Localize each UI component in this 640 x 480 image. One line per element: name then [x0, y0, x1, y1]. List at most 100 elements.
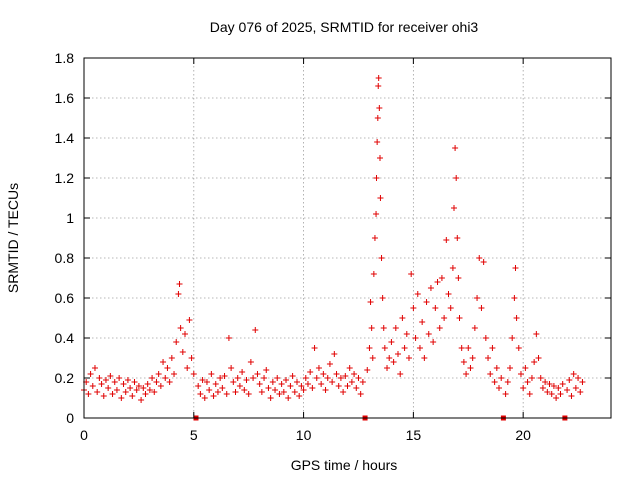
data-point: [414, 291, 421, 297]
data-point: [465, 345, 472, 351]
data-point: [149, 375, 156, 381]
data-point: [221, 373, 228, 379]
y-tick-label: 1.8: [55, 50, 75, 66]
data-point: [320, 371, 327, 377]
data-point: [436, 325, 443, 331]
data-point: [447, 305, 454, 311]
data-point: [493, 365, 500, 371]
data-point: [351, 371, 358, 377]
data-point: [348, 379, 355, 385]
data-point: [453, 175, 460, 181]
data-point: [230, 379, 237, 385]
data-point: [469, 355, 476, 361]
data-point: [315, 365, 322, 371]
data-point: [410, 305, 417, 311]
data-point: [471, 325, 478, 331]
data-point: [291, 389, 298, 395]
data-point: [373, 211, 380, 217]
data-point: [329, 379, 336, 385]
x-tick-label: 15: [406, 427, 422, 443]
data-point: [526, 391, 533, 397]
data-point: [449, 265, 456, 271]
data-point: [309, 385, 316, 391]
data-point: [374, 115, 381, 121]
data-point: [378, 255, 385, 261]
data-point: [278, 381, 285, 387]
data-point: [575, 375, 582, 381]
data-point: [452, 145, 459, 151]
data-point: [371, 235, 378, 241]
data-point: [388, 339, 395, 345]
data-point: [318, 381, 325, 387]
data-point: [381, 345, 388, 351]
data-point: [269, 379, 276, 385]
data-point: [153, 379, 160, 385]
data-point: [441, 315, 448, 321]
data-point: [359, 379, 366, 385]
data-point: [509, 335, 516, 341]
data-point: [91, 365, 98, 371]
data-point: [265, 385, 272, 391]
chart-title: Day 076 of 2025, SRMTID for receiver ohi…: [210, 19, 479, 35]
data-point: [234, 375, 241, 381]
x-tick-label: 0: [80, 427, 88, 443]
data-point: [542, 379, 549, 385]
data-point: [96, 375, 103, 381]
data-point: [289, 373, 296, 379]
data-point: [434, 279, 441, 285]
data-point: [368, 325, 375, 331]
data-point: [342, 373, 349, 379]
data-point: [157, 383, 164, 389]
data-point: [533, 331, 540, 337]
data-point: [239, 369, 246, 375]
data-point: [515, 345, 522, 351]
data-point: [225, 335, 232, 341]
data-point: [129, 393, 136, 399]
data-point: [572, 385, 579, 391]
data-point: [353, 385, 360, 391]
data-point: [188, 355, 195, 361]
data-point: [190, 371, 197, 377]
data-point: [203, 379, 210, 385]
data-point: [544, 389, 551, 395]
data-point: [480, 259, 487, 265]
data-point: [184, 365, 191, 371]
data-point: [463, 371, 470, 377]
data-point: [369, 355, 376, 361]
data-point: [502, 391, 509, 397]
data-point: [307, 369, 314, 375]
data-point: [546, 381, 553, 387]
data-point: [438, 275, 445, 281]
data-point: [122, 389, 129, 395]
data-point: [186, 317, 193, 323]
data-point: [392, 325, 399, 331]
data-point: [131, 379, 138, 385]
data-point: [568, 393, 575, 399]
data-point: [416, 345, 423, 351]
y-tick-label: 1.2: [55, 170, 75, 186]
data-point: [311, 345, 318, 351]
data-point: [537, 375, 544, 381]
data-point: [127, 385, 134, 391]
data-point: [482, 335, 489, 341]
data-point: [232, 389, 239, 395]
data-point: [182, 331, 189, 337]
data-point: [322, 387, 329, 393]
data-point: [293, 379, 300, 385]
data-point: [162, 375, 169, 381]
data-point: [267, 395, 274, 401]
data-point: [160, 359, 167, 365]
y-tick-label: 0.6: [55, 290, 75, 306]
data-point: [528, 375, 535, 381]
y-tick-label: 0.4: [55, 330, 75, 346]
data-point: [287, 383, 294, 389]
data-point: [550, 383, 557, 389]
data-point: [390, 359, 397, 365]
data-point: [498, 375, 505, 381]
data-point: [367, 299, 374, 305]
data-point: [455, 275, 462, 281]
data-point: [171, 371, 178, 377]
data-point: [179, 349, 186, 355]
x-tick-label: 10: [296, 427, 312, 443]
